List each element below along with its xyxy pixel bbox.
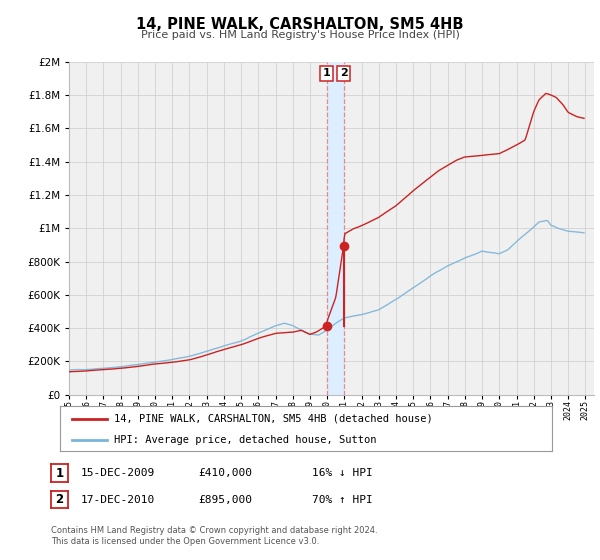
- Text: 1: 1: [55, 466, 64, 480]
- Text: Contains HM Land Registry data © Crown copyright and database right 2024.
This d: Contains HM Land Registry data © Crown c…: [51, 526, 377, 546]
- Text: 70% ↑ HPI: 70% ↑ HPI: [312, 494, 373, 505]
- Text: 15-DEC-2009: 15-DEC-2009: [81, 468, 155, 478]
- Text: 1: 1: [323, 68, 331, 78]
- Text: 2: 2: [340, 68, 347, 78]
- Text: 14, PINE WALK, CARSHALTON, SM5 4HB (detached house): 14, PINE WALK, CARSHALTON, SM5 4HB (deta…: [114, 413, 433, 423]
- Text: £410,000: £410,000: [198, 468, 252, 478]
- Text: HPI: Average price, detached house, Sutton: HPI: Average price, detached house, Sutt…: [114, 435, 377, 445]
- Bar: [326, 62, 344, 395]
- Text: 16% ↓ HPI: 16% ↓ HPI: [312, 468, 373, 478]
- Text: 14, PINE WALK, CARSHALTON, SM5 4HB: 14, PINE WALK, CARSHALTON, SM5 4HB: [136, 17, 464, 32]
- Text: 2: 2: [55, 493, 64, 506]
- Text: Price paid vs. HM Land Registry's House Price Index (HPI): Price paid vs. HM Land Registry's House …: [140, 30, 460, 40]
- Text: 17-DEC-2010: 17-DEC-2010: [81, 494, 155, 505]
- Text: £895,000: £895,000: [198, 494, 252, 505]
